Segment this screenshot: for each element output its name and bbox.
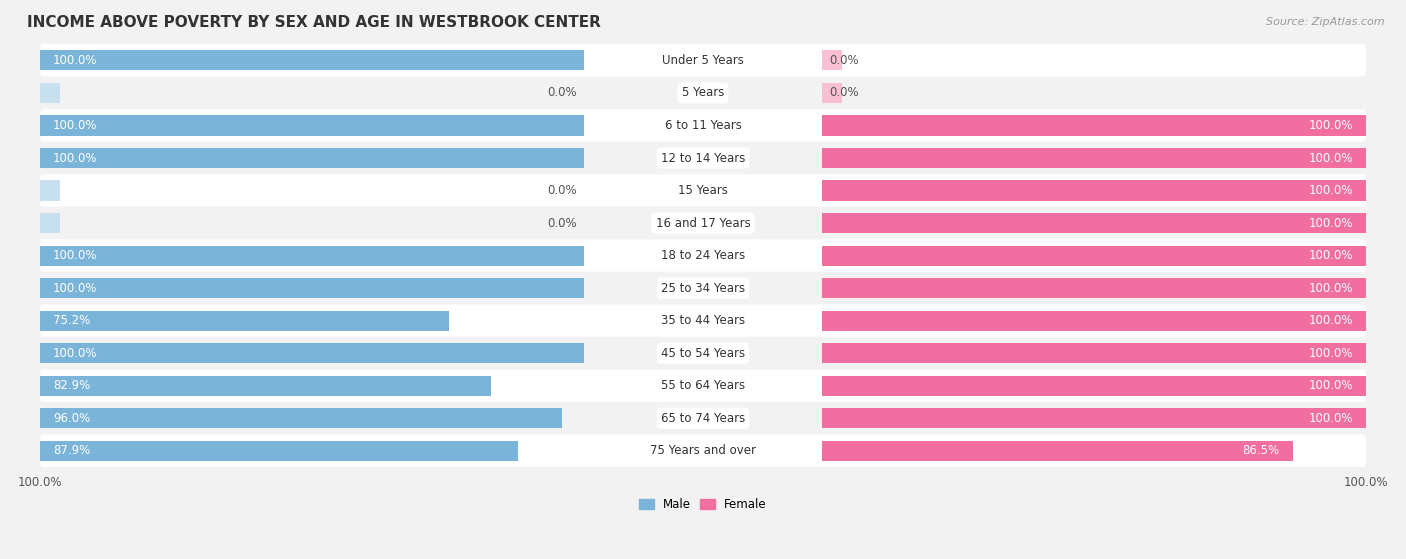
- Text: 0.0%: 0.0%: [547, 184, 576, 197]
- Text: 100.0%: 100.0%: [1309, 184, 1353, 197]
- FancyBboxPatch shape: [39, 369, 1367, 402]
- FancyBboxPatch shape: [39, 239, 1367, 272]
- FancyBboxPatch shape: [39, 142, 1367, 174]
- FancyBboxPatch shape: [39, 305, 1367, 337]
- Bar: [823, 311, 1367, 331]
- Bar: [823, 440, 1292, 461]
- Text: 75.2%: 75.2%: [53, 314, 90, 327]
- Text: 100.0%: 100.0%: [53, 347, 97, 359]
- Bar: [39, 115, 583, 135]
- Bar: [823, 181, 1367, 201]
- Bar: [823, 245, 1367, 266]
- Text: 82.9%: 82.9%: [53, 379, 90, 392]
- Bar: [39, 440, 517, 461]
- Text: INCOME ABOVE POVERTY BY SEX AND AGE IN WESTBROOK CENTER: INCOME ABOVE POVERTY BY SEX AND AGE IN W…: [27, 15, 600, 30]
- Bar: [39, 311, 449, 331]
- Bar: [39, 181, 59, 201]
- Text: 96.0%: 96.0%: [53, 412, 90, 425]
- Text: 100.0%: 100.0%: [1309, 379, 1353, 392]
- Text: Under 5 Years: Under 5 Years: [662, 54, 744, 67]
- Text: 0.0%: 0.0%: [547, 216, 576, 230]
- Bar: [823, 408, 1367, 428]
- Text: 86.5%: 86.5%: [1243, 444, 1279, 457]
- Text: 35 to 44 Years: 35 to 44 Years: [661, 314, 745, 327]
- Text: 100.0%: 100.0%: [1309, 412, 1353, 425]
- Text: 18 to 24 Years: 18 to 24 Years: [661, 249, 745, 262]
- FancyBboxPatch shape: [39, 402, 1367, 434]
- Text: 75 Years and over: 75 Years and over: [650, 444, 756, 457]
- Text: 45 to 54 Years: 45 to 54 Years: [661, 347, 745, 359]
- Bar: [39, 50, 583, 70]
- Bar: [823, 83, 842, 103]
- Text: 65 to 74 Years: 65 to 74 Years: [661, 412, 745, 425]
- Bar: [823, 343, 1367, 363]
- Text: 100.0%: 100.0%: [1309, 216, 1353, 230]
- Text: 100.0%: 100.0%: [1309, 314, 1353, 327]
- Bar: [823, 213, 1367, 233]
- Text: 100.0%: 100.0%: [53, 119, 97, 132]
- Bar: [39, 376, 491, 396]
- Text: 100.0%: 100.0%: [1309, 119, 1353, 132]
- Bar: [39, 278, 583, 298]
- Text: 87.9%: 87.9%: [53, 444, 90, 457]
- Bar: [39, 83, 59, 103]
- Text: 5 Years: 5 Years: [682, 87, 724, 100]
- Text: 100.0%: 100.0%: [1309, 282, 1353, 295]
- Text: 100.0%: 100.0%: [1309, 249, 1353, 262]
- Bar: [39, 343, 583, 363]
- Bar: [39, 148, 583, 168]
- Text: 100.0%: 100.0%: [53, 54, 97, 67]
- Text: 0.0%: 0.0%: [830, 54, 859, 67]
- FancyBboxPatch shape: [39, 337, 1367, 369]
- FancyBboxPatch shape: [39, 174, 1367, 207]
- Bar: [823, 278, 1367, 298]
- FancyBboxPatch shape: [39, 77, 1367, 109]
- Bar: [823, 115, 1367, 135]
- FancyBboxPatch shape: [39, 44, 1367, 77]
- Text: 100.0%: 100.0%: [1309, 347, 1353, 359]
- FancyBboxPatch shape: [39, 207, 1367, 239]
- Text: 12 to 14 Years: 12 to 14 Years: [661, 151, 745, 164]
- Bar: [823, 50, 842, 70]
- Text: 15 Years: 15 Years: [678, 184, 728, 197]
- Text: 0.0%: 0.0%: [547, 87, 576, 100]
- Text: 55 to 64 Years: 55 to 64 Years: [661, 379, 745, 392]
- Bar: [39, 408, 562, 428]
- FancyBboxPatch shape: [39, 272, 1367, 305]
- Text: 100.0%: 100.0%: [1309, 151, 1353, 164]
- Text: 25 to 34 Years: 25 to 34 Years: [661, 282, 745, 295]
- Text: 100.0%: 100.0%: [53, 282, 97, 295]
- Bar: [39, 245, 583, 266]
- FancyBboxPatch shape: [39, 109, 1367, 142]
- Bar: [823, 148, 1367, 168]
- Text: 100.0%: 100.0%: [53, 249, 97, 262]
- Text: 100.0%: 100.0%: [53, 151, 97, 164]
- FancyBboxPatch shape: [39, 434, 1367, 467]
- Bar: [823, 376, 1367, 396]
- Legend: Male, Female: Male, Female: [634, 494, 772, 516]
- Text: 0.0%: 0.0%: [830, 87, 859, 100]
- Text: 16 and 17 Years: 16 and 17 Years: [655, 216, 751, 230]
- Bar: [39, 213, 59, 233]
- Text: 6 to 11 Years: 6 to 11 Years: [665, 119, 741, 132]
- Text: Source: ZipAtlas.com: Source: ZipAtlas.com: [1267, 17, 1385, 27]
